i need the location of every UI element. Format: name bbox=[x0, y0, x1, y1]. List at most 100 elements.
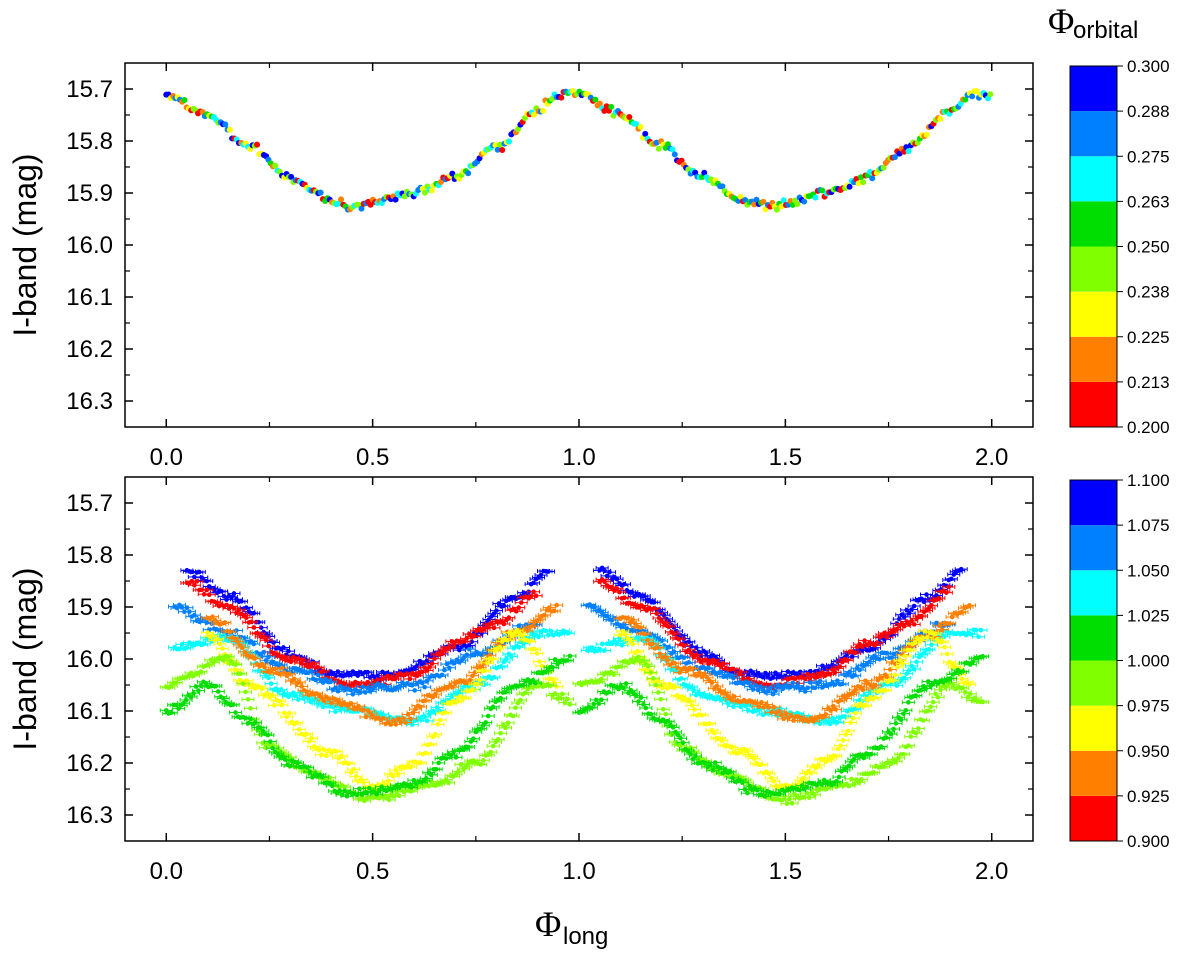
data-point bbox=[619, 642, 625, 648]
colorbar-segment bbox=[1070, 291, 1117, 337]
data-point bbox=[317, 189, 324, 196]
data-point bbox=[679, 676, 684, 681]
colorbar-tick-label: 0.238 bbox=[1127, 283, 1170, 302]
bottom-plot-frame bbox=[124, 476, 1034, 842]
colorbar-title-subscript: orbital bbox=[1073, 17, 1138, 44]
data-point bbox=[251, 611, 257, 616]
data-point bbox=[751, 201, 758, 208]
top-y-axis-title: I-band (mag) bbox=[7, 153, 43, 336]
data-point bbox=[219, 589, 224, 594]
data-point bbox=[884, 634, 890, 640]
data-point bbox=[516, 644, 522, 650]
data-point bbox=[802, 689, 808, 694]
data-point bbox=[719, 183, 726, 190]
data-point bbox=[602, 579, 607, 585]
data-point bbox=[424, 668, 430, 673]
data-point bbox=[310, 660, 316, 666]
data-point bbox=[602, 648, 607, 653]
data-point bbox=[691, 687, 697, 693]
data-point bbox=[671, 151, 678, 158]
data-point bbox=[596, 100, 603, 107]
data-point bbox=[901, 614, 907, 620]
data-point bbox=[773, 206, 780, 213]
data-point bbox=[414, 673, 420, 679]
data-point bbox=[471, 634, 477, 639]
data-point bbox=[409, 722, 415, 727]
data-point bbox=[846, 183, 853, 190]
data-point bbox=[236, 607, 242, 613]
data-point bbox=[196, 569, 202, 575]
data-point bbox=[494, 608, 499, 613]
data-point bbox=[286, 648, 291, 654]
data-point bbox=[969, 93, 976, 100]
data-point bbox=[432, 709, 437, 714]
data-point bbox=[653, 139, 660, 146]
data-point bbox=[244, 615, 249, 621]
data-point bbox=[540, 107, 547, 114]
data-point bbox=[794, 201, 801, 208]
data-point bbox=[656, 615, 662, 621]
data-point bbox=[911, 622, 917, 627]
colorbar-segment bbox=[1070, 66, 1117, 112]
data-point bbox=[437, 178, 444, 185]
data-point bbox=[857, 667, 862, 673]
data-point bbox=[263, 637, 269, 643]
data-point bbox=[315, 672, 321, 678]
data-point bbox=[231, 591, 237, 596]
data-point bbox=[681, 655, 687, 660]
data-point bbox=[853, 175, 860, 182]
data-point bbox=[847, 669, 853, 674]
data-point bbox=[614, 586, 620, 591]
y-tick-label: 15.9 bbox=[66, 180, 113, 207]
data-point bbox=[516, 605, 522, 610]
colorbar-segment bbox=[1070, 336, 1117, 382]
data-point bbox=[641, 593, 647, 599]
data-point bbox=[261, 649, 266, 655]
data-point bbox=[256, 631, 262, 636]
colorbar-title-symbol: Φ bbox=[1048, 1, 1074, 41]
data-point bbox=[194, 579, 200, 584]
data-point bbox=[770, 691, 776, 697]
x-tick-label: 0.5 bbox=[356, 444, 389, 471]
data-point bbox=[251, 641, 257, 647]
colorbar-segment bbox=[1070, 246, 1117, 292]
data-point bbox=[187, 609, 192, 614]
data-point bbox=[973, 88, 980, 95]
data-point bbox=[671, 649, 677, 654]
data-point bbox=[333, 709, 338, 715]
data-point bbox=[204, 587, 210, 593]
data-point bbox=[987, 91, 994, 98]
y-tick-label: 15.8 bbox=[66, 128, 113, 155]
data-point bbox=[655, 145, 662, 152]
data-point bbox=[499, 146, 506, 153]
colorbar-tick-label: 0.250 bbox=[1127, 238, 1170, 257]
data-point bbox=[320, 668, 326, 674]
data-point bbox=[499, 664, 504, 669]
data-point bbox=[801, 198, 808, 205]
data-point bbox=[962, 96, 969, 103]
data-point bbox=[328, 679, 333, 685]
data-point bbox=[924, 592, 929, 597]
data-point bbox=[367, 201, 374, 208]
data-point bbox=[447, 665, 452, 671]
data-point bbox=[676, 636, 682, 642]
data-point bbox=[432, 656, 437, 662]
data-point bbox=[192, 582, 197, 588]
data-point bbox=[958, 566, 964, 572]
data-point bbox=[268, 681, 274, 686]
data-point bbox=[429, 661, 435, 666]
data-point bbox=[946, 584, 952, 590]
x-tick-label: 0.0 bbox=[150, 444, 183, 471]
data-point bbox=[669, 146, 676, 153]
data-point bbox=[192, 612, 197, 618]
data-point bbox=[308, 668, 314, 674]
data-point bbox=[874, 640, 880, 645]
data-point bbox=[422, 189, 429, 196]
colorbar-tick-label: 0.263 bbox=[1127, 192, 1170, 211]
data-point bbox=[466, 643, 472, 648]
data-point bbox=[533, 593, 539, 599]
data-point bbox=[790, 680, 796, 686]
data-point bbox=[738, 669, 744, 675]
data-point bbox=[701, 169, 708, 176]
data-point bbox=[266, 643, 271, 649]
